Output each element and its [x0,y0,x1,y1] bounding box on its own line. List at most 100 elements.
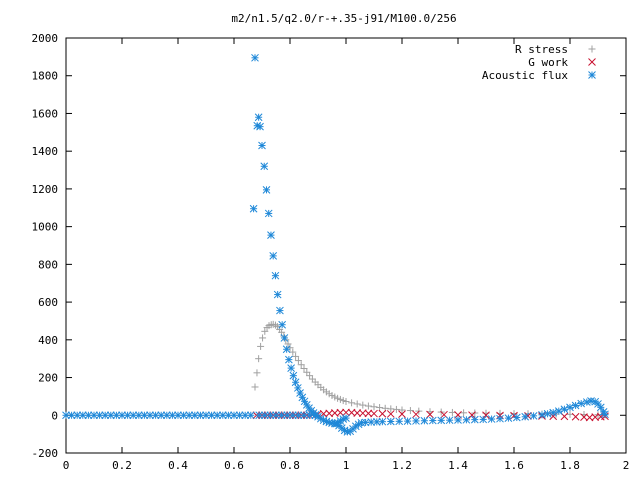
series-acoustic-flux [62,53,609,436]
data-point [549,408,558,417]
data-point [294,357,302,365]
x-tick-label: 0.2 [112,459,132,472]
y-tick-label: 0 [51,409,58,422]
data-point [378,409,387,418]
data-point [521,412,530,421]
data-point [162,411,171,420]
data-point [487,415,496,423]
data-point [342,414,350,422]
data-point [437,416,446,425]
data-point [448,408,456,416]
data-point [112,411,121,420]
data-point [370,409,378,418]
data-point [253,369,261,377]
data-point [251,53,259,62]
data-point [378,417,387,426]
x-tick-label: 1 [343,459,350,472]
data-point [269,252,278,260]
data-point [512,413,521,422]
data-point [342,398,350,406]
data-point [529,411,538,420]
data-point [185,411,194,420]
data-point [403,417,412,425]
data-point [157,411,166,420]
data-point [95,411,104,420]
data-point [454,416,462,424]
legend-marker [588,71,596,79]
data-point [462,415,471,424]
data-marks [62,53,609,436]
data-point [249,204,258,213]
data-point [445,416,454,425]
data-point [62,411,70,420]
data-point [353,400,361,408]
data-point [278,320,287,329]
data-point [571,412,580,421]
data-point [406,407,414,415]
data-point [361,418,370,427]
data-point [460,409,468,417]
data-point [271,271,280,280]
data-point [395,417,404,426]
y-tick-label: 1000 [32,221,59,234]
legend-label: R stress [515,43,568,56]
data-point [284,340,292,348]
data-point [305,411,314,420]
data-point [387,405,395,413]
data-point [398,410,406,418]
data-point [118,411,126,420]
x-tick-label: 0.4 [168,459,188,472]
data-point [496,414,504,423]
data-point [285,355,293,364]
data-point [479,415,488,424]
y-tick-label: -200 [32,447,59,460]
data-point [471,409,479,417]
data-point [246,411,255,420]
x-tick-label: 1.6 [504,459,524,472]
data-point [376,404,384,412]
data-point [256,122,264,131]
data-point [359,401,367,409]
data-point [251,383,259,391]
data-point [426,410,434,419]
data-point [412,410,420,419]
data-point [364,409,373,418]
tick-labels: 0 0.2 0.4 0.6 0.8 1 1.2 1.4 1.6 1.8 2 -200 0 200 400 60… [32,32,630,472]
data-point [267,231,275,239]
data-point [262,185,271,194]
data-point [261,327,269,335]
data-point [292,352,300,360]
data-point [230,411,238,420]
data-point [577,399,586,408]
x-tick-label: 0.6 [224,459,244,472]
data-point [504,414,513,422]
data-point [370,403,378,411]
data-point [258,141,266,150]
data-point [289,371,298,380]
data-point [412,417,420,425]
y-tick-label: 2000 [32,32,59,45]
data-point [571,401,580,410]
y-tick-label: 800 [38,258,58,271]
data-point [273,290,282,299]
y-tick-label: 1200 [32,183,59,196]
data-point [420,416,429,425]
chart-title: m2/n1.5/q2.0/r-+.35-j91/M100.0/256 [231,12,456,25]
axes [65,37,627,454]
y-tick-label: 1800 [32,70,59,83]
data-point [364,402,372,410]
legend-label: Acoustic flux [482,69,568,82]
data-point [260,162,269,171]
data-point [300,411,308,420]
data-point [254,113,263,122]
data-point [560,405,569,414]
data-point [255,355,263,363]
data-point [276,306,284,315]
plot-frame [65,37,627,454]
data-point [386,417,395,426]
data-point [264,209,273,218]
y-tick-label: 200 [38,372,58,385]
data-point [601,410,609,419]
